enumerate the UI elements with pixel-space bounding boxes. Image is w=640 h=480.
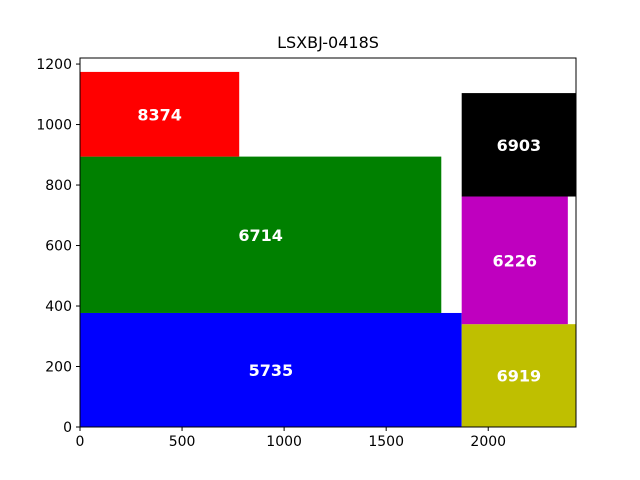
- x-tick-label: 1000: [266, 434, 302, 450]
- treemap-rect-6903: [461, 93, 576, 197]
- y-tick-label: 800: [45, 178, 72, 194]
- y-tick-label: 0: [63, 420, 72, 436]
- treemap-rect-label: 6903: [497, 136, 542, 155]
- axes-frame: [79, 57, 577, 428]
- axis-layer: 0 500 1000 1500 2000 0 200 400 600 800 1000 1200: [36, 57, 577, 450]
- treemap-rect-6919: [461, 324, 576, 427]
- treemap-rect-label: 6226: [492, 251, 537, 270]
- x-tick-label: 500: [169, 434, 196, 450]
- y-tick-label: 1200: [36, 57, 72, 73]
- chart-title: LSXBJ-0418S: [277, 33, 379, 52]
- rect-layer: 5735 6714 8374 6919 6226 6903: [80, 71, 576, 427]
- x-tick-label: 0: [76, 434, 85, 450]
- y-tick-label: 400: [45, 299, 72, 315]
- x-tick-label: 2000: [470, 434, 506, 450]
- treemap-rect-5735: [80, 312, 462, 427]
- treemap-rect-label: 6919: [497, 367, 542, 386]
- y-tick-label: 1000: [36, 118, 72, 134]
- x-tick-label: 1500: [368, 434, 404, 450]
- treemap-rect-6226: [461, 196, 568, 325]
- treemap-rect-8374: [80, 71, 240, 157]
- y-tick-label: 200: [45, 360, 72, 376]
- treemap-rect-label: 5735: [249, 361, 294, 380]
- treemap-rect-label: 6714: [238, 226, 283, 245]
- treemap-rect-label: 8374: [137, 105, 182, 124]
- y-tick-label: 600: [45, 239, 72, 255]
- treemap-rect-6714: [80, 156, 442, 313]
